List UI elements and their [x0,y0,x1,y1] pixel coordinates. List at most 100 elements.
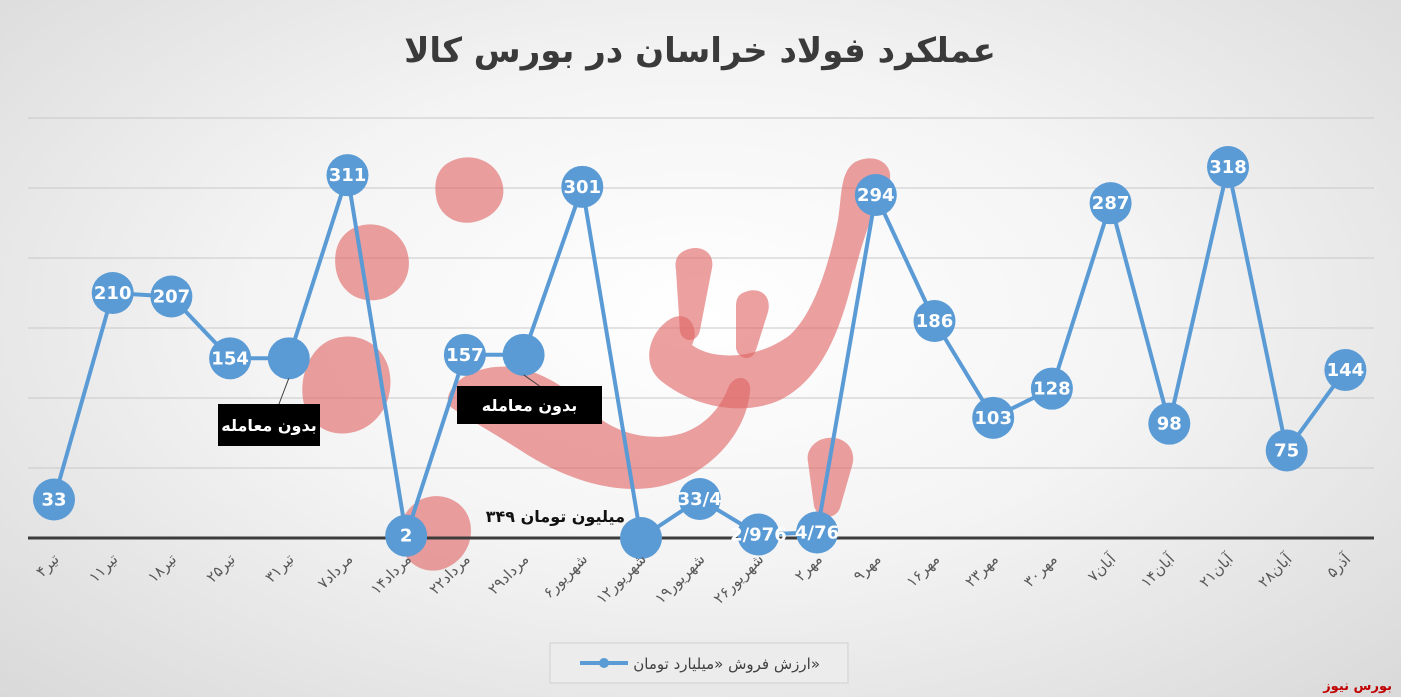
data-label: 301 [564,177,602,198]
callout-box [457,386,602,424]
data-point: 154 [209,337,252,380]
callout-box [218,404,320,446]
data-point: 311 [326,154,369,197]
callout: بدون معامله [218,378,320,446]
data-label: 98 [1157,414,1182,435]
point-marker [561,165,604,208]
annotation-text: ۳۴۹ میلیون تومان [486,507,625,526]
x-tick-label: ۱۲شهریور [593,550,650,607]
data-point [502,333,545,376]
x-tick-label: ۲۸آبان [1254,550,1296,592]
point-marker [1265,429,1308,472]
data-point: 287 [1089,182,1132,225]
x-tick-label: ۷مرداد [314,550,356,592]
x-tick-label: ۲۱آبان [1196,550,1238,592]
point-marker [33,478,75,521]
point-marker [620,517,662,559]
watermark-logo [302,157,891,571]
point-marker [443,333,486,376]
data-label: 318 [1209,157,1247,178]
gridlines [28,117,1374,469]
callout-text: بدون معامله [221,416,317,435]
point-marker [678,478,721,521]
point-marker [913,300,956,342]
data-point: 75 [1265,429,1308,472]
data-point: 186 [913,300,956,342]
data-label: 75 [1274,441,1299,462]
x-tick-label: ۱۹شهریور [651,550,708,607]
x-tick-label: ۷آبان [1084,550,1120,586]
data-label: 4/76 [795,522,839,543]
data-point: 128 [1030,367,1073,410]
data-point: 157 [443,333,486,376]
x-tick-label: ۱۴آبان [1137,550,1179,592]
data-label: 157 [446,345,484,366]
data-point [620,517,662,559]
legend: ارزش فروش «میلیارد تومان» [549,642,849,684]
data-label: 311 [329,165,367,186]
data-label: 287 [1092,193,1130,214]
data-label: 128 [1033,379,1071,400]
data-points: 33 210 207 154 311 2 157 301 33/4 2/976 4/76 294 186… [33,146,1367,559]
data-point: 210 [91,272,134,314]
data-point: 318 [1207,146,1249,188]
data-point: 144 [1324,349,1367,391]
data-label: 186 [916,311,954,332]
point-marker [502,333,545,376]
data-point [267,337,310,380]
data-point: 2 [385,514,428,557]
point-marker [150,275,193,318]
legend-series-label: ارزش فروش «میلیارد تومان» [633,655,820,673]
x-tick-label: ۱۴مرداد [367,550,415,598]
point-marker [326,154,369,197]
x-tick-label: ۱۱تیر [85,550,121,586]
point-marker [385,514,428,557]
data-label: 2 [400,526,413,547]
data-point: 33 [33,478,75,521]
x-tick-label: ۲۵تیر [203,550,239,586]
legend-marker-swatch [599,658,609,668]
data-point: 207 [150,275,193,318]
data-label: 294 [857,185,895,206]
x-tick-label: ۹مهر [850,550,885,585]
x-tick-label: ۲۶شهریور [710,550,767,607]
brand-footer: بورس نیوز [1322,679,1392,694]
data-point: 103 [972,396,1015,439]
data-point: 4/76 [795,511,839,554]
point-marker [737,513,780,556]
x-tick-label: ۵آذر [1323,550,1355,582]
x-tick-label: ۲مهر [791,550,826,585]
point-marker [1207,146,1249,188]
point-marker [91,272,134,314]
data-point: 2/976 [730,513,787,556]
x-tick-label: ۲۹مرداد [484,550,532,598]
data-point: 294 [854,174,897,216]
callout: بدون معامله [457,374,602,424]
data-label: 207 [153,287,191,308]
point-marker [267,337,310,380]
callout-text: بدون معامله [482,396,578,415]
point-marker [1324,349,1367,391]
data-label: 33 [41,490,66,511]
x-tick-label: ۴تیر [32,550,62,580]
data-label: 103 [974,408,1012,429]
data-label: 2/976 [730,525,787,546]
x-tick-label: ۶شهریور [540,550,592,602]
x-tick-label: ۲۳مهر [961,550,1002,591]
point-marker [854,174,897,216]
data-label: 210 [94,283,132,304]
x-tick-label: ۱۶مهر [903,550,944,591]
point-marker [209,337,252,380]
callout-leader-line [278,378,290,405]
data-label: 33/4 [678,489,722,510]
data-label: 154 [211,348,249,369]
point-marker [1148,402,1191,445]
data-point: 33/4 [678,478,722,521]
point-marker [796,511,839,554]
x-tick-label: ۱۸تیر [144,550,180,586]
data-point: 98 [1148,402,1191,445]
point-marker [1030,367,1073,410]
x-tick-label: ۳۰مهر [1020,550,1061,591]
